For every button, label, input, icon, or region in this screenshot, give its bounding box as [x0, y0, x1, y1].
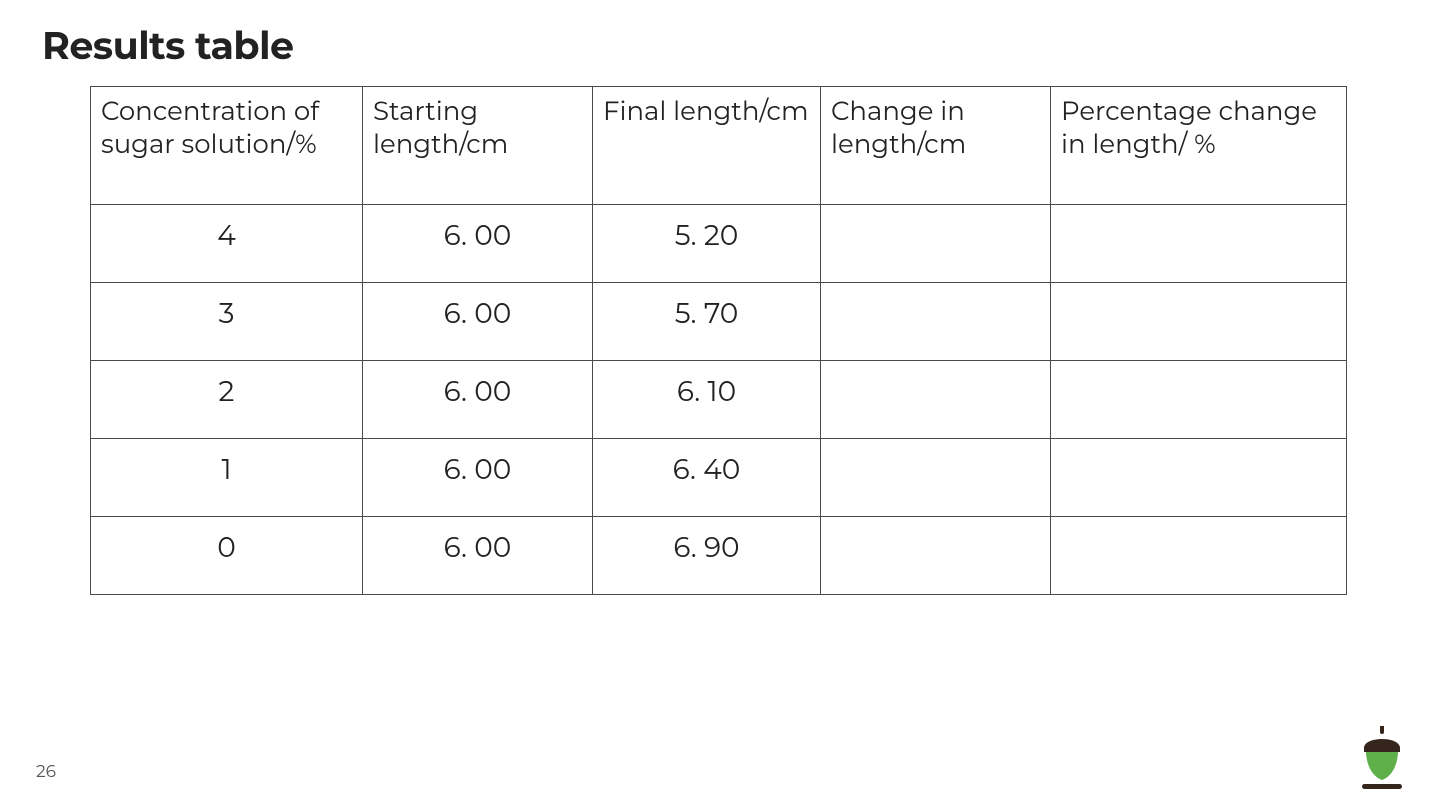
table-cell: 6. 10: [593, 361, 821, 439]
table-cell: 6. 40: [593, 439, 821, 517]
table-cell: 1: [91, 439, 363, 517]
table-cell: 4: [91, 205, 363, 283]
table-cell: 6. 00: [363, 283, 593, 361]
page-number: 26: [36, 762, 56, 782]
table-row: 4 6. 00 5. 20: [91, 205, 1347, 283]
table-cell: [821, 283, 1051, 361]
table-header-cell: Final length/cm: [593, 87, 821, 205]
table-row: 0 6. 00 6. 90: [91, 517, 1347, 595]
table-cell: 5. 70: [593, 283, 821, 361]
table-cell: 5. 20: [593, 205, 821, 283]
table-cell: [1051, 517, 1347, 595]
table-header-row: Concentration of sugar solution/% Starti…: [91, 87, 1347, 205]
table-cell: 0: [91, 517, 363, 595]
table-header-cell: Starting length/cm: [363, 87, 593, 205]
table-cell: [821, 517, 1051, 595]
table-cell: 6. 90: [593, 517, 821, 595]
acorn-logo-icon: [1354, 726, 1410, 790]
results-table: Concentration of sugar solution/% Starti…: [90, 86, 1347, 595]
table-header-cell: Percentage change in length/ %: [1051, 87, 1347, 205]
table-cell: [821, 205, 1051, 283]
table-cell: 2: [91, 361, 363, 439]
table-cell: 6. 00: [363, 517, 593, 595]
table-header-cell: Change in length/cm: [821, 87, 1051, 205]
table-cell: 3: [91, 283, 363, 361]
results-table-container: Concentration of sugar solution/% Starti…: [90, 86, 1346, 595]
table-header-cell: Concentration of sugar solution/%: [91, 87, 363, 205]
table-cell: 6. 00: [363, 439, 593, 517]
page-title: Results table: [42, 22, 294, 69]
table-row: 2 6. 00 6. 10: [91, 361, 1347, 439]
table-row: 3 6. 00 5. 70: [91, 283, 1347, 361]
table-cell: [1051, 439, 1347, 517]
table-cell: [1051, 361, 1347, 439]
table-cell: [821, 361, 1051, 439]
table-row: 1 6. 00 6. 40: [91, 439, 1347, 517]
table-cell: [1051, 283, 1347, 361]
table-cell: 6. 00: [363, 361, 593, 439]
table-cell: [1051, 205, 1347, 283]
table-cell: 6. 00: [363, 205, 593, 283]
table-cell: [821, 439, 1051, 517]
